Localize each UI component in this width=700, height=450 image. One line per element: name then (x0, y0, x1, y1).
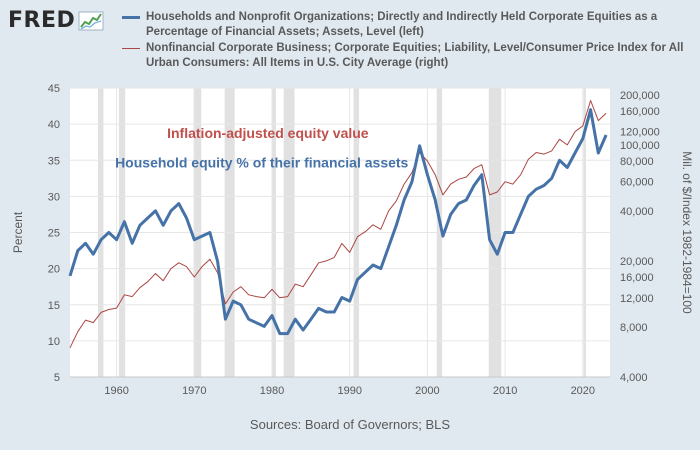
x-tick-label-1960: 1960 (104, 385, 128, 397)
series-lines (68, 100, 608, 349)
legend: Households and Nonprofit Organizations; … (122, 10, 692, 72)
right-tick-label-200000: 200,000 (620, 90, 660, 102)
left-tick-label-20: 20 (48, 264, 60, 276)
legend-swatch-corporate (122, 48, 140, 49)
household-equity-line (68, 108, 608, 336)
fred-logo[interactable]: FRED (8, 8, 104, 33)
right-tick-label-8000: 8,000 (620, 322, 648, 334)
legend-swatch-household (122, 16, 140, 19)
x-tick-label-2000: 2000 (415, 385, 439, 397)
right-tick-label-20000: 20,000 (620, 256, 654, 268)
legend-entry-household[interactable]: Households and Nonprofit Organizations; … (122, 10, 692, 40)
left-tick-label-10: 10 (48, 336, 60, 348)
source-note: Sources: Board of Governors; BLS (249, 417, 451, 432)
right-tick-label-100000: 100,000 (620, 140, 660, 152)
left-tick-label-30: 30 (48, 191, 60, 203)
right-tick-label-12000: 12,000 (620, 293, 654, 305)
left-tick-label-35: 35 (48, 155, 60, 167)
right-tick-label-120000: 120,000 (620, 127, 660, 139)
left-axis-title: Percent (11, 211, 25, 253)
left-tick-label-5: 5 (54, 372, 60, 384)
annotation-inflation-adjusted: Inflation-adjusted equity value (167, 125, 369, 141)
axes: 5 10 15 20 25 30 35 40 45 1960 1970 1980 1990 2000 201… (11, 83, 694, 397)
right-tick-label-80000: 80,000 (620, 156, 654, 168)
corporate-equity-line (69, 100, 607, 349)
x-tick-label-1980: 1980 (260, 385, 284, 397)
annotation-household-equity: Household equity % of their financial as… (115, 154, 408, 170)
x-tick-label-1970: 1970 (182, 385, 206, 397)
x-tick-label-2010: 2010 (493, 385, 517, 397)
x-tick-label-1990: 1990 (337, 385, 361, 397)
logo-text: FRED (8, 8, 76, 33)
left-tick-label-25: 25 (48, 228, 60, 240)
right-tick-label-160000: 160,000 (620, 106, 660, 118)
annotations: Inflation-adjusted equity value Household… (115, 125, 408, 170)
legend-label-corporate: Nonfinancial Corporate Business; Corpora… (146, 42, 684, 69)
left-tick-label-45: 45 (48, 83, 60, 95)
right-tick-label-40000: 40,000 (620, 206, 654, 218)
chart-line-icon (78, 11, 104, 30)
legend-label-household: Households and Nonprofit Organizations; … (146, 11, 658, 38)
x-tick-label-2020: 2020 (571, 385, 595, 397)
right-tick-label-60000: 60,000 (620, 177, 654, 189)
legend-entry-corporate[interactable]: Nonfinancial Corporate Business; Corpora… (122, 41, 692, 71)
right-tick-label-16000: 16,000 (620, 272, 654, 284)
left-tick-label-40: 40 (48, 119, 60, 131)
right-tick-label-4000: 4,000 (620, 372, 648, 384)
left-tick-label-15: 15 (48, 300, 60, 312)
right-axis-title: Mil. of $/Index 1982-1984=100 (680, 151, 694, 314)
